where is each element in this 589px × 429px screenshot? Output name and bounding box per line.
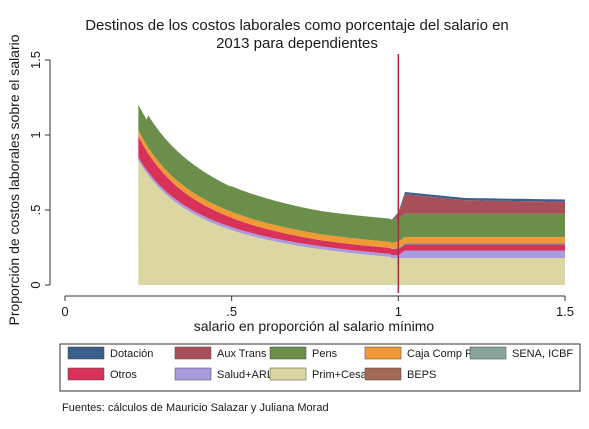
x-axis-label: salario en proporción al salario mínimo <box>194 318 435 334</box>
legend-label: Caja Comp F <box>407 348 472 360</box>
legend-item-caja-comp-f: Caja Comp F <box>364 346 472 360</box>
legend-swatch <box>364 346 402 360</box>
legend-swatch <box>364 367 402 381</box>
legend-swatch <box>269 367 307 381</box>
area-prim-cesa <box>138 160 566 285</box>
legend-item-sena-icbf: SENA, ICBF <box>469 346 573 360</box>
legend-item-otros: Otros <box>67 367 137 381</box>
x-tick-label: 1.5 <box>556 304 574 319</box>
legend-item-aux-trans: Aux Trans <box>174 346 267 360</box>
axes: 0 .5 1 1.5 0 .5 1 1.5 <box>28 51 574 319</box>
legend-label: BEPS <box>407 369 436 381</box>
y-tick-label: 1.5 <box>28 51 43 69</box>
legend-swatch <box>67 346 105 360</box>
y-tick-label: 0 <box>28 281 43 288</box>
legend-swatch <box>67 367 105 381</box>
legend-item-dotaci-n: Dotación <box>67 346 153 360</box>
legend-swatch <box>174 346 212 360</box>
legend-label: Dotación <box>110 348 153 360</box>
legend-item-pens: Pens <box>269 346 338 360</box>
chart-title-line-1: Destinos de los costos laborales como po… <box>85 17 509 34</box>
y-tick-label: .5 <box>28 205 43 216</box>
legend-item-prim-cesa: Prim+Cesa <box>269 367 368 381</box>
area-aux-trans <box>138 104 566 220</box>
source-note: Fuentes: cálculos de Mauricio Salazar y … <box>62 402 329 414</box>
legend-swatch <box>269 346 307 360</box>
area-otros <box>138 136 566 255</box>
area-salud-arl <box>138 157 566 258</box>
plot-area <box>138 54 566 293</box>
legend-label: Pens <box>312 348 338 360</box>
y-axis-label: Proporción de costos laborales sobre el … <box>6 34 22 325</box>
legend-label: Aux Trans <box>217 348 267 360</box>
legend-label: Salud+ARL <box>217 369 273 381</box>
area-pens <box>138 104 566 244</box>
y-tick-label: 1 <box>28 131 43 138</box>
x-tick-label: 0 <box>61 304 68 319</box>
chart-title-line-2: 2013 para dependientes <box>216 35 378 52</box>
legend-label: SENA, ICBF <box>512 348 573 360</box>
legend-label: Prim+Cesa <box>312 369 368 381</box>
legend: Dotación Aux Trans Pens Caja Comp F SENA, IC… <box>67 346 573 381</box>
legend-swatch <box>469 346 507 360</box>
x-tick-label: 1 <box>395 304 402 319</box>
area-caja-comp-f <box>138 130 566 249</box>
legend-item-salud-arl: Salud+ARL <box>174 367 273 381</box>
x-tick-label: .5 <box>226 304 237 319</box>
legend-swatch <box>174 367 212 381</box>
legend-label: Otros <box>110 369 137 381</box>
legend-item-beps: BEPS <box>364 367 436 381</box>
